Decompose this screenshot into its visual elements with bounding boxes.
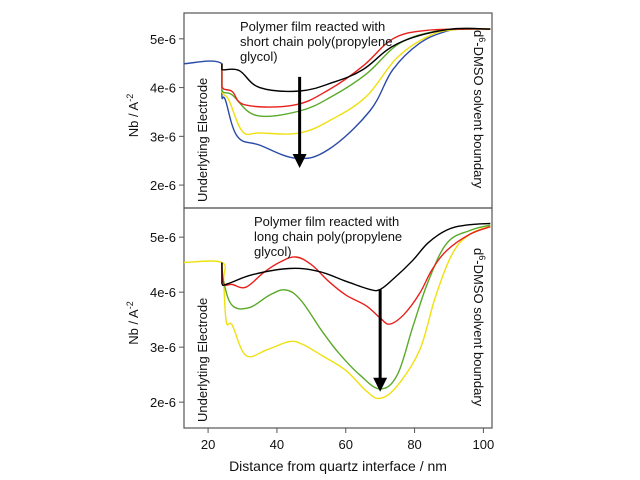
y-tick-label: 5e-6 — [150, 230, 176, 245]
solvent-label-superscript: 6 — [477, 255, 487, 260]
series-line-3 — [221, 222, 491, 292]
y-tick-label: 3e-6 — [150, 340, 176, 355]
series-line-0 — [183, 225, 491, 400]
y-tick-label: 2e-6 — [150, 178, 176, 193]
x-axis-label: Distance from quartz interface / nm — [229, 458, 447, 474]
plot-frame — [183, 207, 493, 429]
panel-bottom: 5e-6 4e-6 3e-6 2e-6 20 40 60 80 100 Nb / A-2 Polym… — [125, 207, 495, 452]
y-tick-label: 5e-6 — [150, 32, 176, 47]
trend-arrow-head — [373, 377, 388, 392]
solvent-label-text: -DMSO solvent boundary — [471, 42, 486, 188]
y-tick-label: 3e-6 — [150, 129, 176, 144]
annotation-text: Polymer film reacted with short chain pol… — [240, 19, 392, 64]
y-axis-label-superscript: -2 — [125, 94, 135, 102]
y-axis-label-superscript: -2 — [125, 301, 135, 309]
annotation-line: long chain poly(propylene — [254, 229, 402, 244]
y-tick-label: 4e-6 — [150, 81, 176, 96]
underlying-electrode-label: Underlyting Electrode — [195, 78, 210, 202]
solvent-label-d: d — [471, 248, 486, 255]
solvent-label-d: d — [471, 30, 486, 37]
y-tick-label: 2e-6 — [150, 395, 176, 410]
y-axis-label: Nb / A-2 — [125, 94, 141, 137]
annotation-line: Polymer film reacted with — [254, 214, 399, 229]
annotation-line: glycol) — [240, 49, 278, 64]
solvent-boundary-label: d6-DMSO solvent boundary — [471, 30, 487, 189]
underlying-electrode-label: Underlyting Electrode — [195, 298, 210, 422]
x-tick-label: 20 — [201, 437, 215, 452]
annotation-line: glycol) — [254, 244, 292, 259]
solvent-label-text: -DMSO solvent boundary — [471, 260, 486, 406]
x-tick-label: 80 — [407, 437, 421, 452]
annotation-text: Polymer film reacted with long chain poly… — [254, 214, 402, 259]
series-line-2 — [221, 226, 491, 325]
y-tick-label: 4e-6 — [150, 285, 176, 300]
trend-arrow-head — [292, 154, 307, 169]
series-line-4 — [221, 27, 491, 93]
series-line-1 — [221, 28, 491, 136]
y-axis-label: Nb / A-2 — [125, 301, 141, 344]
solvent-boundary-label: d6-DMSO solvent boundary — [471, 248, 487, 407]
solvent-label-superscript: 6 — [477, 37, 487, 42]
annotation-line: short chain poly(propylene — [240, 34, 392, 49]
panel-top: 5e-6 4e-6 3e-6 2e-6 Nb / A-2 Polymer film rea… — [125, 12, 493, 209]
x-tick-label: 60 — [339, 437, 353, 452]
x-tick-label: 100 — [473, 437, 495, 452]
x-tick-label: 40 — [270, 437, 284, 452]
annotation-line: Polymer film reacted with — [240, 19, 385, 34]
